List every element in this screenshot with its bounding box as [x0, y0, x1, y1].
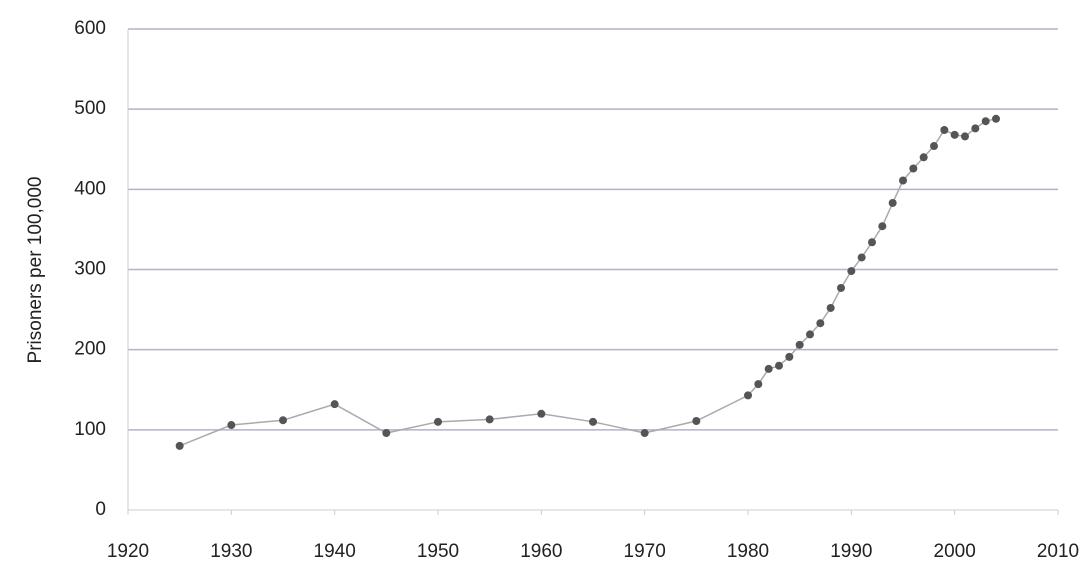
y-axis-label: Prisoners per 100,000 [25, 177, 46, 364]
data-point [764, 364, 773, 373]
data-point [940, 126, 949, 135]
data-point [806, 330, 814, 339]
y-tick-label: 0 [95, 499, 106, 520]
y-tick-label: 600 [74, 18, 106, 39]
data-point [744, 391, 752, 400]
x-tick-label: 1990 [830, 541, 872, 562]
x-tick-label: 1970 [624, 541, 666, 562]
data-point [930, 142, 938, 151]
data-point [961, 132, 969, 141]
x-tick-label: 1980 [727, 541, 769, 562]
y-tick-label: 100 [74, 419, 106, 440]
x-tick-label: 2010 [1037, 541, 1079, 562]
line [179, 118, 997, 447]
data-point [640, 429, 649, 438]
x-tick-label: 2000 [934, 541, 976, 562]
x-tick-label: 1930 [210, 541, 252, 562]
data-point [485, 415, 494, 424]
data-point [692, 417, 701, 426]
data-point [981, 117, 990, 126]
data-point [775, 361, 783, 370]
data-point [589, 417, 597, 426]
data-point [175, 441, 184, 450]
x-tick-label: 1920 [107, 541, 149, 562]
data-point [971, 124, 980, 133]
y-tick-label: 200 [74, 339, 106, 360]
data-point [837, 283, 845, 292]
y-tick-label: 500 [74, 98, 106, 119]
data-point [785, 352, 794, 361]
data-point [434, 417, 442, 426]
data-point [330, 400, 339, 409]
data-point [878, 222, 887, 231]
y-tick-label: 400 [74, 178, 106, 199]
data-point [382, 429, 391, 438]
y-tick-label: 300 [74, 259, 106, 280]
x-tick-label: 1960 [520, 541, 562, 562]
data-point [888, 198, 897, 207]
data-point [909, 164, 918, 173]
data-point [847, 267, 856, 276]
data-point [279, 416, 287, 425]
data-point [992, 114, 1000, 123]
x-tick-label: 1940 [314, 541, 356, 562]
data-point [826, 303, 835, 312]
data-point [899, 176, 907, 185]
data-point [537, 409, 546, 418]
x-tick-label: 1950 [417, 541, 459, 562]
data-point [816, 319, 825, 328]
data-point [857, 253, 866, 262]
data-point [919, 153, 928, 162]
data-point [227, 421, 236, 430]
data-point [795, 340, 804, 349]
data-point [868, 238, 876, 247]
data-point [950, 130, 959, 139]
data-point [754, 380, 763, 389]
